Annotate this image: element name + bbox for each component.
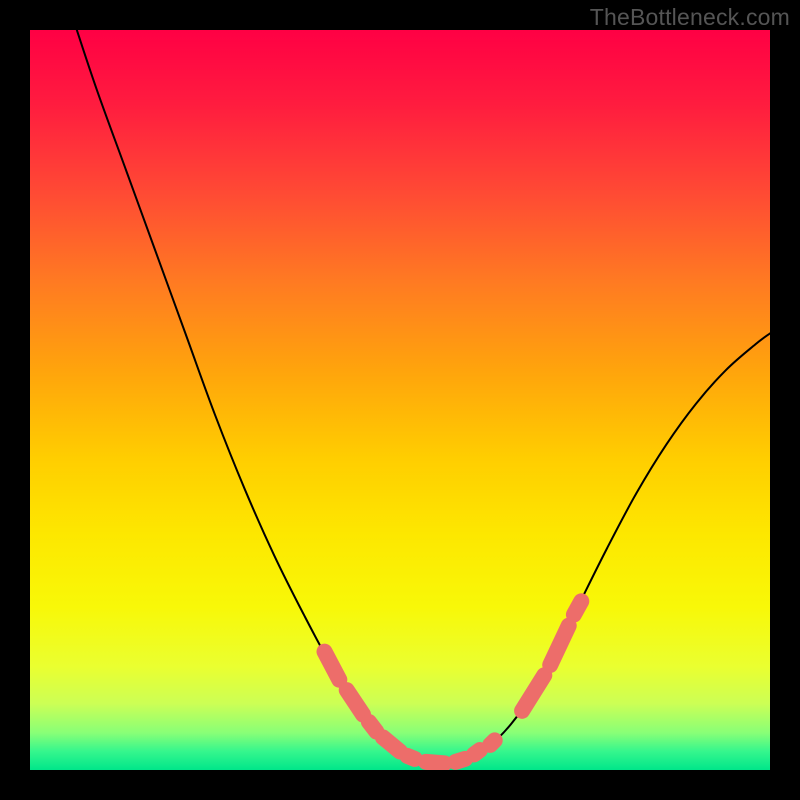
gradient-background <box>30 30 770 770</box>
chart-svg <box>30 30 770 770</box>
curve-marker <box>407 756 414 759</box>
curve-marker <box>456 759 466 762</box>
curve-marker <box>490 740 494 744</box>
curve-marker <box>383 737 400 751</box>
curve-marker <box>574 601 581 614</box>
curve-marker <box>369 722 376 732</box>
watermark-label: TheBottleneck.com <box>590 4 790 31</box>
chart-stage: TheBottleneck.com <box>0 0 800 800</box>
curve-marker <box>474 750 480 754</box>
curve-marker <box>426 762 445 763</box>
plot-area <box>30 30 770 770</box>
